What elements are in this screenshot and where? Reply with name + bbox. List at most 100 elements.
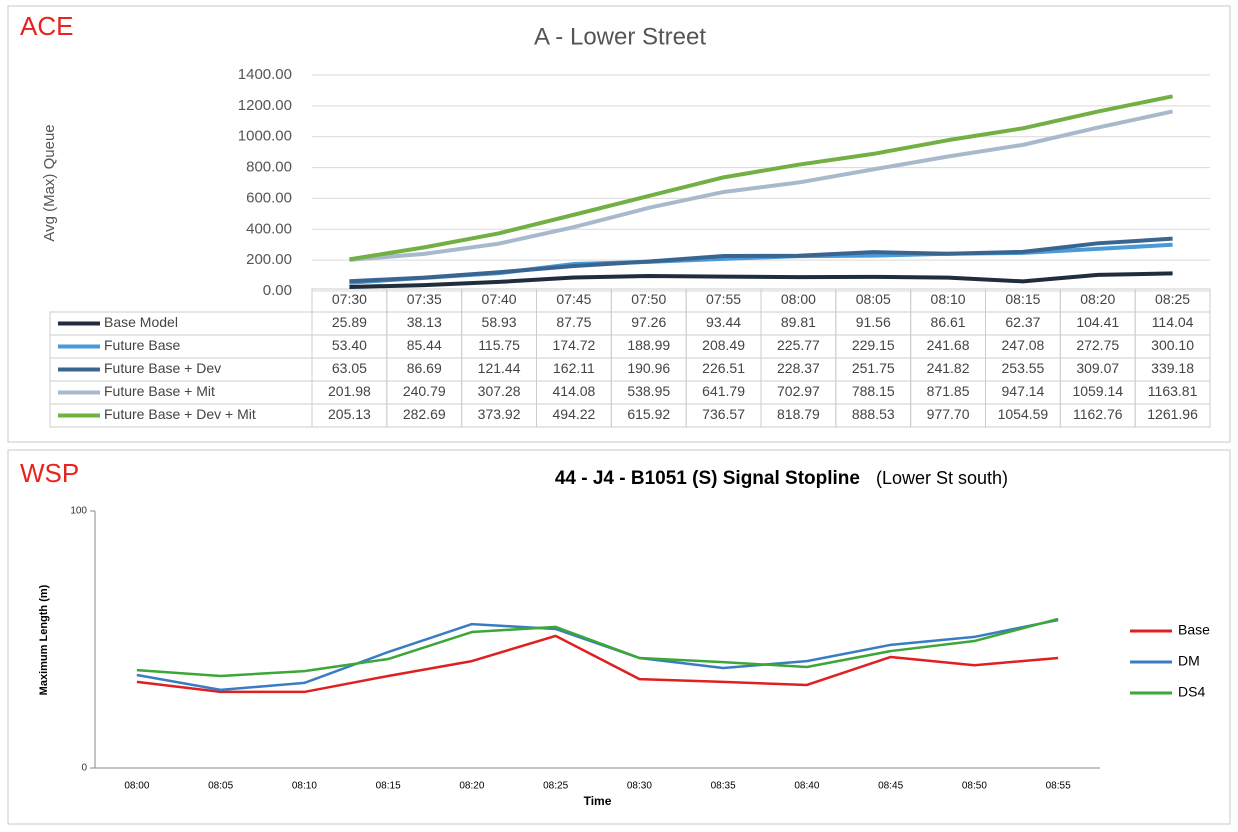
y-tick-label: 1200.00 bbox=[238, 97, 292, 114]
y-tick-label: 200.00 bbox=[246, 251, 292, 268]
y-tick-label: 100 bbox=[70, 506, 87, 517]
x-tick-label: 07:45 bbox=[556, 291, 591, 307]
y-tick-label: 800.00 bbox=[246, 159, 292, 176]
table-value: 62.37 bbox=[1005, 314, 1040, 330]
x-tick-label: 07:30 bbox=[332, 291, 367, 307]
y-tick-label: 1000.00 bbox=[238, 128, 292, 145]
table-value: 114.04 bbox=[1152, 314, 1194, 330]
table-value: 871.85 bbox=[927, 383, 970, 399]
x-tick-label: 08:00 bbox=[124, 781, 149, 792]
table-value: 253.55 bbox=[1002, 360, 1045, 376]
y-tick-label: 600.00 bbox=[246, 189, 292, 206]
x-tick-label: 08:45 bbox=[878, 781, 903, 792]
x-tick-label: 08:15 bbox=[1005, 291, 1040, 307]
table-value: 1163.81 bbox=[1148, 383, 1198, 399]
table-value: 25.89 bbox=[332, 314, 367, 330]
table-value: 86.61 bbox=[931, 314, 966, 330]
legend-label: Base Model bbox=[104, 314, 178, 330]
table-value: 63.05 bbox=[332, 360, 367, 376]
chart-title: 44 - J4 - B1051 (S) Signal Stopline bbox=[555, 468, 860, 489]
x-tick-label: 07:55 bbox=[706, 291, 741, 307]
table-value: 307.28 bbox=[478, 383, 521, 399]
table-value: 97.26 bbox=[631, 314, 666, 330]
x-tick-label: 08:30 bbox=[627, 781, 652, 792]
table-value: 1054.59 bbox=[998, 406, 1049, 422]
table-value: 818.79 bbox=[777, 406, 820, 422]
table-value: 309.07 bbox=[1076, 360, 1119, 376]
table-value: 414.08 bbox=[553, 383, 596, 399]
table-value: 736.57 bbox=[702, 406, 745, 422]
table-value: 205.13 bbox=[328, 406, 371, 422]
x-tick-label: 08:05 bbox=[856, 291, 891, 307]
table-value: 282.69 bbox=[403, 406, 446, 422]
table-value: 240.79 bbox=[403, 383, 446, 399]
y-tick-label: 400.00 bbox=[246, 220, 292, 237]
series-line bbox=[349, 109, 1174, 262]
chart-subtitle: (Lower St south) bbox=[876, 468, 1008, 488]
table-value: 208.49 bbox=[702, 337, 745, 353]
table-value: 947.14 bbox=[1002, 383, 1045, 399]
table-value: 58.93 bbox=[482, 314, 517, 330]
y-axis-label: Avg (Max) Queue bbox=[41, 124, 58, 241]
x-tick-label: 08:25 bbox=[543, 781, 568, 792]
table-value: 87.75 bbox=[556, 314, 591, 330]
table-value: 251.75 bbox=[852, 360, 895, 376]
x-tick-label: 07:35 bbox=[407, 291, 442, 307]
table-value: 615.92 bbox=[627, 406, 670, 422]
legend-label: Future Base + Dev bbox=[104, 360, 221, 376]
x-tick-label: 07:40 bbox=[482, 291, 517, 307]
x-tick-label: 08:25 bbox=[1155, 291, 1190, 307]
x-tick-label: 08:10 bbox=[292, 781, 317, 792]
table-value: 121.44 bbox=[478, 360, 521, 376]
series-line bbox=[349, 94, 1173, 262]
table-cell bbox=[1134, 403, 1211, 428]
table-value: 1261.96 bbox=[1147, 406, 1198, 422]
panel-wsp bbox=[7, 449, 1231, 825]
table-value: 1059.14 bbox=[1072, 383, 1123, 399]
y-tick-label: 1400.00 bbox=[238, 66, 292, 83]
x-tick-label: 08:20 bbox=[1080, 291, 1115, 307]
series-line bbox=[349, 236, 1173, 284]
table-value: 494.22 bbox=[553, 406, 596, 422]
table-value: 272.75 bbox=[1076, 337, 1119, 353]
x-tick-label: 08:55 bbox=[1046, 781, 1071, 792]
table-value: 702.97 bbox=[777, 383, 820, 399]
table-value: 241.82 bbox=[927, 360, 970, 376]
series-line bbox=[136, 617, 1059, 678]
table-value: 229.15 bbox=[852, 337, 895, 353]
table-value: 115.75 bbox=[478, 337, 520, 353]
legend-label: DM bbox=[1178, 653, 1200, 669]
table-value: 247.08 bbox=[1002, 337, 1045, 353]
legend-label: DS4 bbox=[1178, 684, 1205, 700]
x-axis-label: Time bbox=[584, 794, 612, 808]
x-tick-label: 07:50 bbox=[631, 291, 666, 307]
legend-label: Future Base bbox=[104, 337, 180, 353]
table-value: 89.81 bbox=[781, 314, 816, 330]
table-value: 888.53 bbox=[852, 406, 895, 422]
table-value: 53.40 bbox=[332, 337, 367, 353]
y-tick-label: 0.00 bbox=[263, 282, 292, 299]
legend-label: Base bbox=[1178, 622, 1210, 638]
table-value: 188.99 bbox=[627, 337, 670, 353]
source-label: WSP bbox=[20, 458, 79, 488]
table-value: 228.37 bbox=[777, 360, 820, 376]
table-value: 373.92 bbox=[478, 406, 521, 422]
x-tick-label: 08:05 bbox=[208, 781, 233, 792]
x-tick-label: 08:10 bbox=[931, 291, 966, 307]
table-value: 93.44 bbox=[706, 314, 741, 330]
table-value: 86.69 bbox=[407, 360, 442, 376]
series-line bbox=[349, 271, 1173, 290]
x-tick-label: 08:20 bbox=[459, 781, 484, 792]
series-line bbox=[136, 634, 1059, 694]
table-value: 977.70 bbox=[927, 406, 970, 422]
table-value: 300.10 bbox=[1151, 337, 1194, 353]
table-value: 38.13 bbox=[407, 314, 442, 330]
panel-ace bbox=[7, 5, 1231, 443]
x-tick-label: 08:50 bbox=[962, 781, 987, 792]
table-value: 788.15 bbox=[852, 383, 895, 399]
table-value: 538.95 bbox=[627, 383, 670, 399]
table-value: 174.72 bbox=[553, 337, 596, 353]
source-label: ACE bbox=[20, 11, 73, 41]
x-tick-label: 08:15 bbox=[376, 781, 401, 792]
